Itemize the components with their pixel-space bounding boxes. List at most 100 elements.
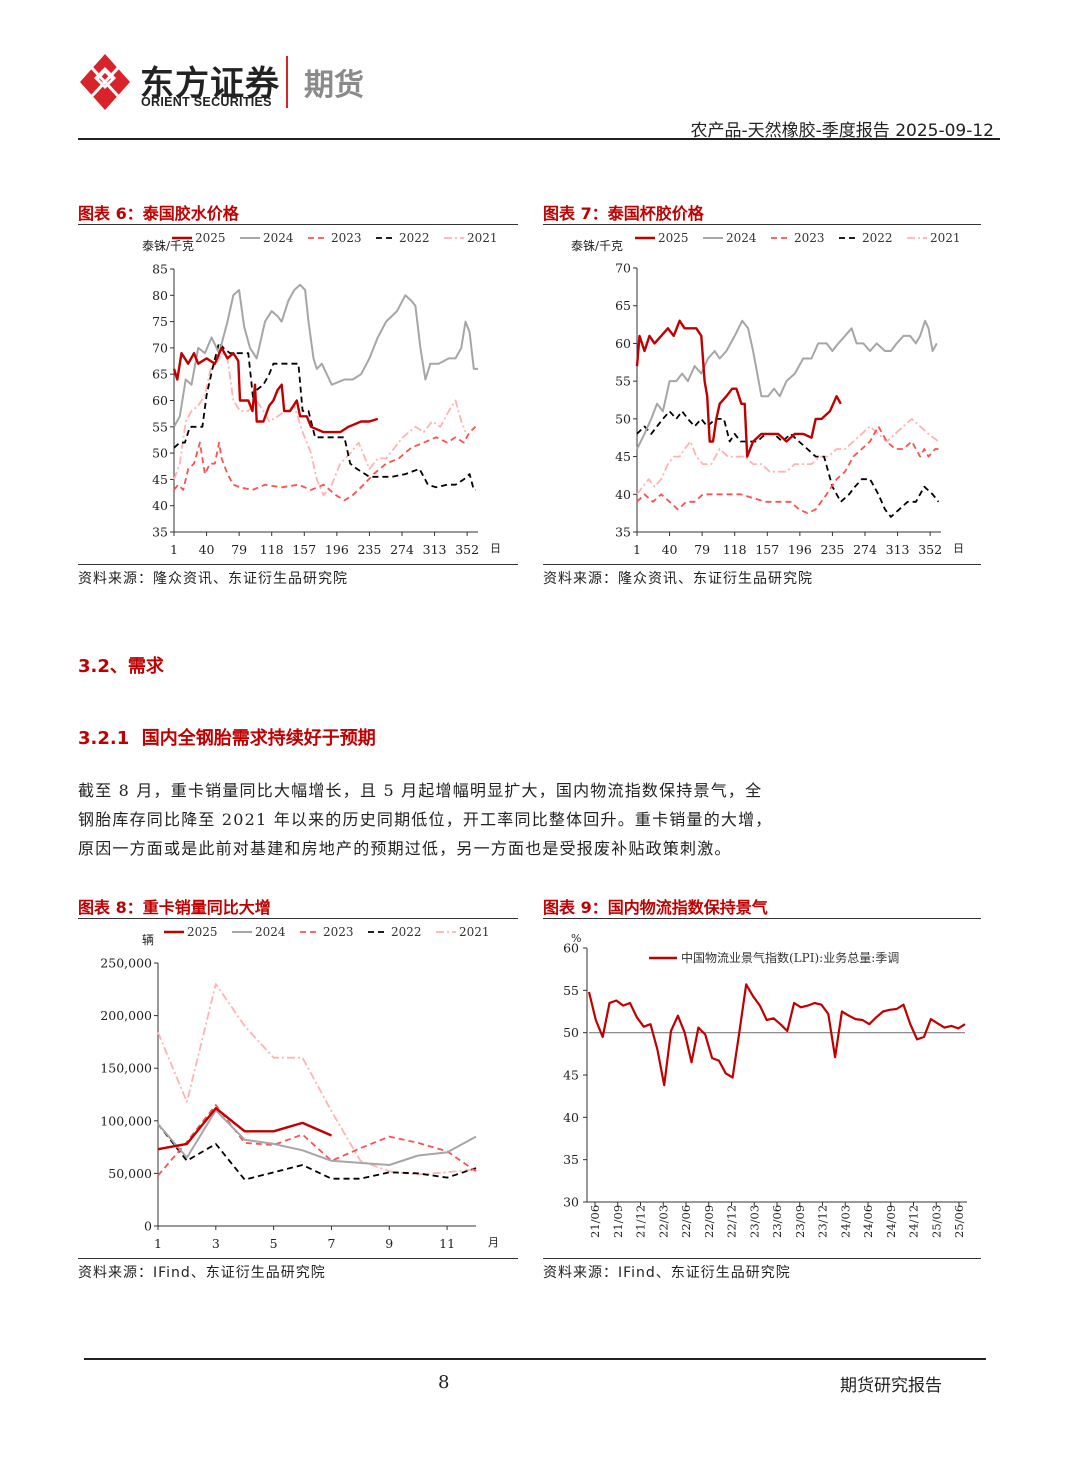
fig6-source-rule <box>78 564 518 565</box>
fig9-rule <box>543 918 981 919</box>
y-tick-label: 45 <box>615 449 631 464</box>
legend-label: 2021 <box>467 231 498 245</box>
y-tick-label: 80 <box>152 288 168 303</box>
x-tick-label: 5 <box>270 1236 278 1251</box>
y-axis-unit: 泰铢/千克 <box>142 238 194 253</box>
header-rule <box>78 138 1000 140</box>
legend-label: 2024 <box>726 231 757 245</box>
x-tick-label: 157 <box>755 542 779 557</box>
legend-label: 2023 <box>323 925 354 939</box>
x-tick-label: 24/09 <box>884 1205 898 1238</box>
section-title: 3.2、需求 <box>78 656 164 677</box>
x-tick-label: 79 <box>231 542 247 557</box>
y-tick-label: 50 <box>563 1025 579 1040</box>
y-tick-label: 150,000 <box>100 1061 152 1076</box>
x-tick-label: 196 <box>325 542 349 557</box>
y-tick-label: 40 <box>615 487 631 502</box>
brand-name-cn: 东方证券 <box>140 64 280 104</box>
fig8-source: 资料来源：IFind、东证衍生品研究院 <box>78 1265 326 1281</box>
x-tick-label: 11 <box>439 1236 455 1251</box>
x-tick-label: 313 <box>423 542 447 557</box>
y-tick-label: 45 <box>152 472 168 487</box>
x-tick-label: 23/06 <box>770 1205 784 1238</box>
fig8-rule <box>78 918 518 919</box>
x-tick-label: 23/09 <box>793 1205 807 1238</box>
y-tick-label: 60 <box>152 393 168 408</box>
x-tick-label: 235 <box>357 542 381 557</box>
x-tick-label: 23/12 <box>816 1205 830 1238</box>
x-tick-label: 21/06 <box>588 1205 602 1238</box>
x-tick-label: 118 <box>723 542 747 557</box>
y-axis-unit: 泰铢/千克 <box>571 238 623 253</box>
fig9-source-rule <box>543 1258 981 1259</box>
fig8-title: 图表 8：重卡销量同比大增 <box>78 898 271 917</box>
x-tick-label: 24/06 <box>861 1205 875 1238</box>
x-tick-label: 1 <box>633 542 641 557</box>
paragraph-line: 截至 8 月，重卡销量同比大幅增长，且 5 月起增幅明显扩大，国内物流指数保持景… <box>78 781 763 800</box>
legend-label: 2022 <box>391 925 422 939</box>
legend-label: 中国物流业景气指数(LPI):业务总量:季调 <box>681 950 899 965</box>
brand-name-en: ORIENT SECURITIES <box>141 95 272 109</box>
y-tick-label: 35 <box>563 1152 579 1167</box>
series-line-2023 <box>157 1104 477 1177</box>
y-tick-label: 55 <box>563 983 579 998</box>
legend-label: 2024 <box>255 925 286 939</box>
x-tick-label: 352 <box>918 542 942 557</box>
y-tick-label: 70 <box>615 261 631 276</box>
fig7-rule <box>543 224 981 225</box>
x-tick-label: 352 <box>455 542 479 557</box>
y-tick-label: 65 <box>152 367 168 382</box>
legend-label: 2022 <box>862 231 893 245</box>
x-tick-label: 196 <box>788 542 812 557</box>
y-tick-label: 40 <box>563 1110 579 1125</box>
series-line-2022 <box>636 410 940 518</box>
x-tick-label: 235 <box>820 542 844 557</box>
y-tick-label: 75 <box>152 314 168 329</box>
fig7-title: 图表 7：泰国杯胶价格 <box>543 204 704 223</box>
y-tick-label: 50 <box>615 411 631 426</box>
series-line-lpi <box>587 983 966 1087</box>
series-line-2025 <box>172 346 379 434</box>
y-tick-label: 250,000 <box>100 956 152 971</box>
x-tick-label: 22/09 <box>702 1205 716 1238</box>
legend-label: 2021 <box>930 231 961 245</box>
x-tick-label: 21/09 <box>611 1205 625 1238</box>
x-tick-label: 1 <box>170 542 178 557</box>
y-tick-label: 30 <box>563 1195 579 1210</box>
y-tick-label: 100,000 <box>100 1113 152 1128</box>
series-line-2021 <box>636 418 940 495</box>
x-axis-unit: 日 <box>490 542 501 555</box>
y-axis-unit: % <box>571 932 581 945</box>
x-tick-label: 118 <box>260 542 284 557</box>
footer-label: 期货研究报告 <box>840 1376 942 1396</box>
x-tick-label: 3 <box>212 1236 220 1251</box>
series-line-2025 <box>635 319 842 458</box>
x-tick-label: 157 <box>292 542 316 557</box>
legend-label: 2022 <box>399 231 430 245</box>
x-tick-label: 23/03 <box>747 1205 761 1238</box>
legend-label: 2025 <box>195 231 226 245</box>
legend-label: 2024 <box>263 231 294 245</box>
chart-heavy-truck-sales: 0 50,000 100,000 150,000 200,000 250,000 1 3 5 7 9… <box>100 925 499 1251</box>
series-line-2022 <box>173 341 476 491</box>
series-line-2024 <box>636 319 938 450</box>
paragraph-line: 钢胎库存同比降至 2021 年以来的历史同期低位，开工率同比整体回升。重卡销量的… <box>78 810 773 829</box>
footer-rule <box>84 1358 986 1360</box>
y-tick-label: 35 <box>615 525 631 540</box>
report-line: 农产品-天然橡胶-季度报告 2025-09-12 <box>690 121 994 141</box>
series-line-2025 <box>157 1107 332 1151</box>
x-tick-label: 1 <box>154 1236 162 1251</box>
legend-label: 2025 <box>187 925 218 939</box>
paragraph-line: 原因一方面或是此前对基建和房地产的预期过低，另一方面也是受报废补贴政策刺激。 <box>78 839 732 858</box>
header-divider <box>286 56 288 108</box>
chart-thai-latex-price: 35 40 45 50 55 60 65 70 75 80 85 1 40 79 118 157 196 235 2… <box>142 231 501 557</box>
series-line-2022 <box>157 1123 477 1181</box>
x-tick-label: 313 <box>886 542 910 557</box>
division-label: 期货 <box>304 68 364 103</box>
y-tick-label: 65 <box>615 298 631 313</box>
y-tick-label: 40 <box>152 498 168 513</box>
y-tick-label: 55 <box>615 374 631 389</box>
x-tick-label: 24/12 <box>907 1205 921 1238</box>
body-paragraph: 截至 8 月，重卡销量同比大幅增长，且 5 月起增幅明显扩大，国内物流指数保持景… <box>78 776 838 863</box>
fig6-rule <box>78 224 518 225</box>
